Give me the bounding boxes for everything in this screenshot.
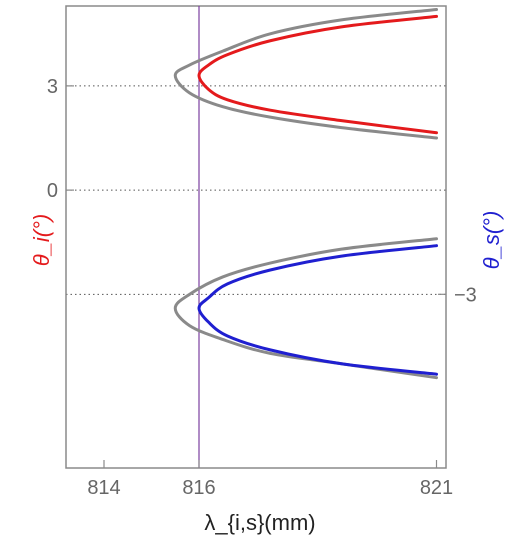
series-line bbox=[197, 14, 438, 135]
x-tick-label: 821 bbox=[420, 477, 453, 499]
y-axis-label-left: θ_i(°) bbox=[29, 213, 54, 267]
y-tick-label-left: 3 bbox=[47, 76, 58, 98]
plot-frame bbox=[65, 5, 447, 469]
x-tick-label: 814 bbox=[87, 477, 120, 499]
y-tick-label-right: −3 bbox=[454, 284, 477, 306]
series-line bbox=[173, 7, 438, 140]
x-tick-label: 816 bbox=[182, 477, 215, 499]
y-tick-label-left: 0 bbox=[47, 180, 58, 202]
series-line bbox=[173, 237, 438, 380]
x-axis-label: λ_{i,s}(mm) bbox=[204, 510, 316, 535]
y-axis-label-right: θ_s(°) bbox=[479, 210, 504, 270]
series-line bbox=[197, 244, 438, 376]
